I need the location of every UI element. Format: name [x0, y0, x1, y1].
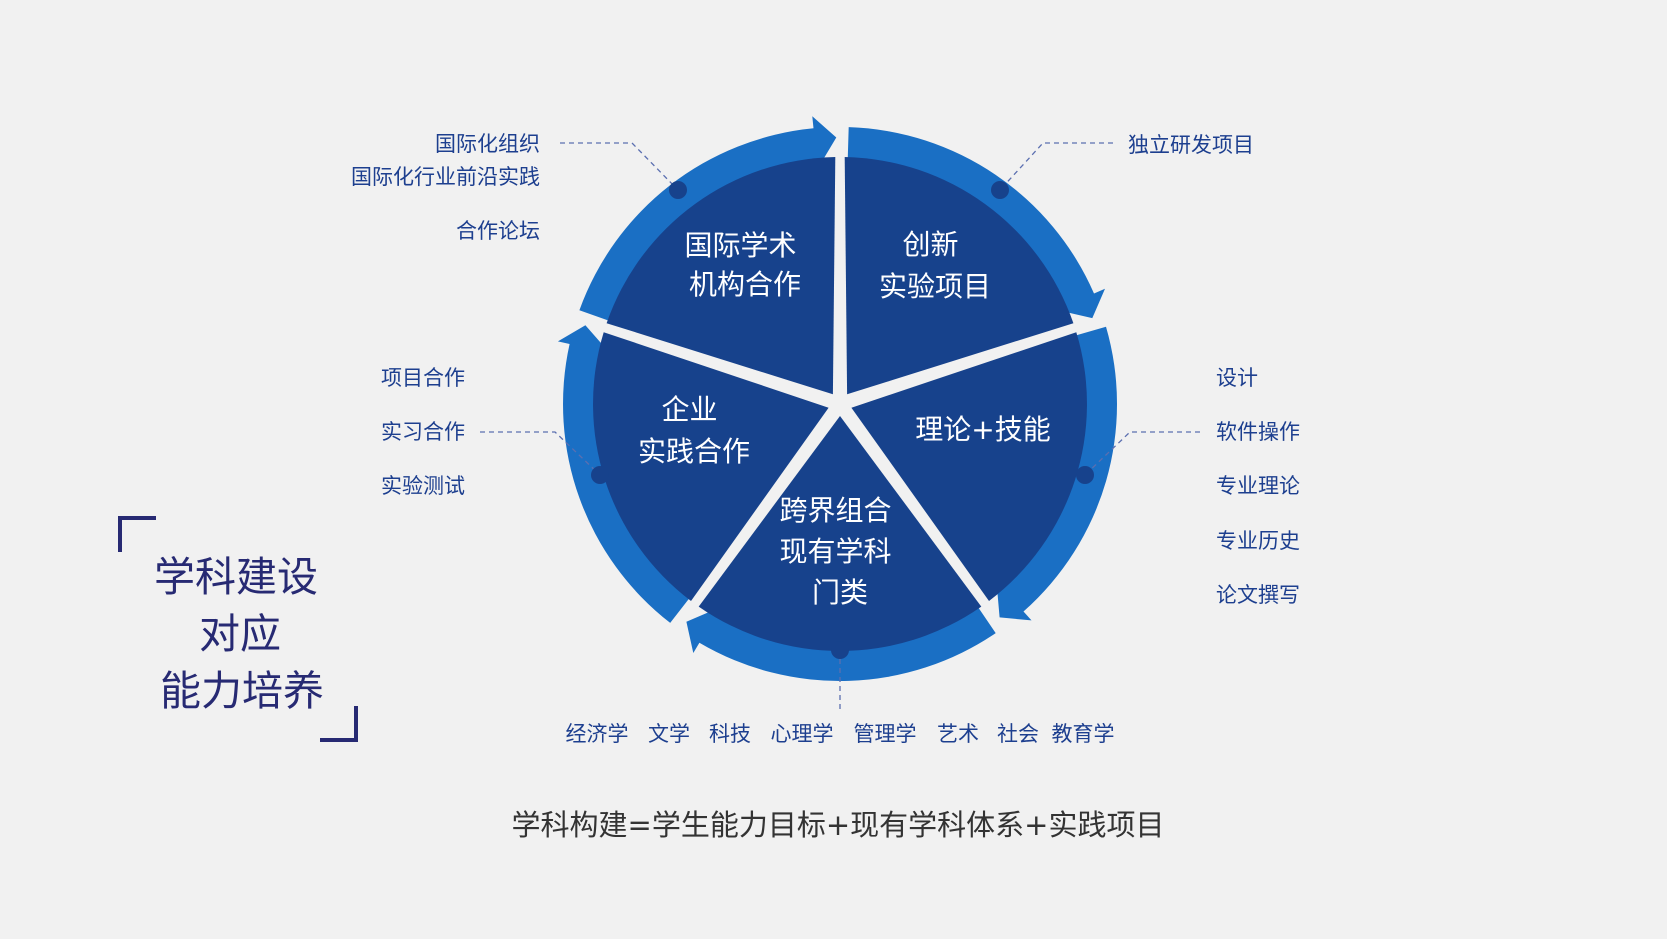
annotation-crossover-6: 艺术 [937, 722, 979, 746]
annotation-enterprise-1: 项目合作 [381, 366, 465, 390]
ring-arrow-innovation [847, 127, 1105, 319]
annotation-international-3: 合作论坛 [456, 219, 540, 243]
annotation-crossover-3: 科技 [709, 722, 751, 746]
bracket-top-left [118, 516, 156, 552]
side-title-line-3: 能力培养 [160, 667, 324, 715]
formula-text: 学科构建=学生能力目标+现有学科体系+实践项目 [512, 808, 1165, 842]
dot-international [669, 181, 687, 199]
leader-lines [480, 142, 1200, 713]
annotation-theory-4: 专业历史 [1216, 529, 1300, 553]
annotation-theory-2: 软件操作 [1216, 420, 1300, 444]
segment-label-enterprise: 企业 实践合作 [638, 393, 750, 468]
annotation-international-2: 国际化行业前沿实践 [351, 165, 540, 189]
wedge-innovation [844, 157, 1074, 395]
annotation-innovation-1: 独立研发项目 [1128, 133, 1254, 157]
wedge-enterprise [593, 332, 829, 601]
annotation-theory-3: 专业理论 [1216, 474, 1300, 498]
wedges [593, 157, 1087, 652]
side-title-line-2: 对应 [199, 610, 281, 658]
wedge-theory [851, 332, 1087, 601]
wedge-crossover [698, 416, 982, 652]
annotation-international-1: 国际化组织 [435, 132, 540, 156]
annotation-enterprise-2: 实习合作 [381, 420, 465, 444]
segment-label-crossover: 跨界组合 现有学科 门类 [780, 494, 901, 609]
ring-arrow-enterprise [557, 325, 691, 623]
dot-theory [1076, 466, 1094, 484]
dot-enterprise [591, 466, 609, 484]
annotation-enterprise-3: 实验测试 [381, 474, 465, 498]
annotation-crossover-2: 文学 [648, 722, 690, 746]
annotation-crossover-5: 管理学 [854, 722, 917, 746]
side-title-block: 学科建设 对应 能力培养 [118, 516, 358, 742]
annotation-crossover-8: 教育学 [1052, 722, 1115, 746]
segment-label-theory: 理论+技能 [915, 413, 1050, 446]
side-title-line-1: 学科建设 [154, 553, 318, 601]
ring-arrow-crossover [686, 605, 996, 682]
segment-label-innovation: 创新 实验项目 [879, 228, 991, 303]
annotation-crossover-7: 社会 [997, 722, 1039, 746]
segment-label-international: 国际学术 机构合作 [685, 229, 806, 301]
annotation-crossover-1: 经济学 [566, 722, 629, 746]
annotation-crossover-4: 心理学 [771, 722, 834, 746]
wedge-international [606, 157, 836, 395]
dot-innovation [991, 181, 1009, 199]
annotation-theory-1: 设计 [1216, 366, 1258, 390]
dot-crossover [831, 641, 849, 659]
annotation-theory-5: 论文撰写 [1216, 583, 1300, 607]
bracket-bottom-right [320, 706, 358, 742]
